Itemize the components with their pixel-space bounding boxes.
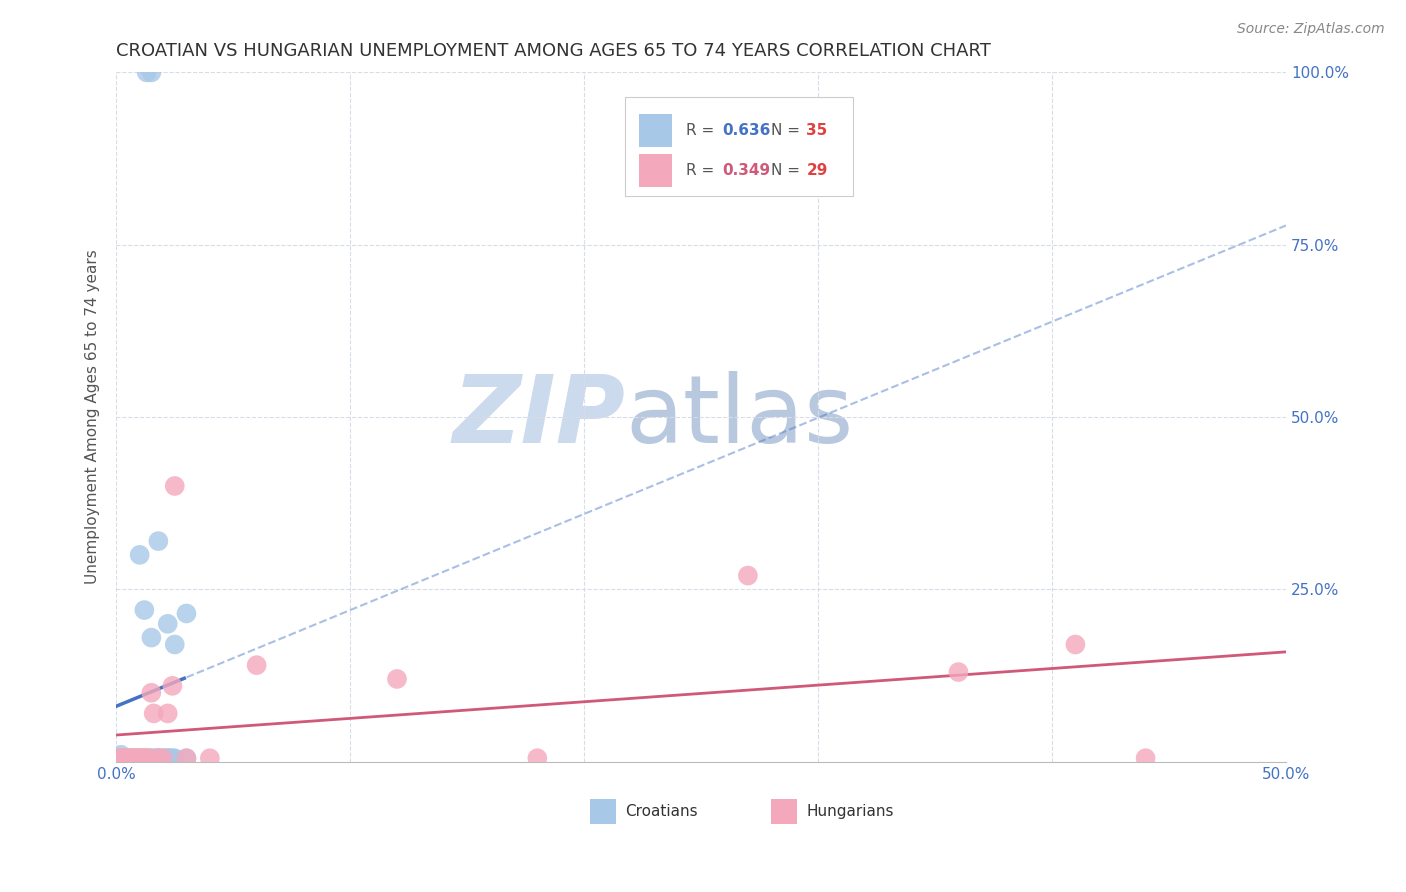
- Point: [149, 751, 172, 765]
- Point: [135, 751, 157, 765]
- Point: [127, 751, 149, 765]
- Text: 0.349: 0.349: [723, 163, 770, 178]
- Point: [145, 751, 167, 765]
- Point: [526, 751, 548, 765]
- Point: [127, 751, 149, 765]
- Point: [385, 672, 408, 686]
- Point: [1064, 638, 1087, 652]
- Text: CROATIAN VS HUNGARIAN UNEMPLOYMENT AMONG AGES 65 TO 74 YEARS CORRELATION CHART: CROATIAN VS HUNGARIAN UNEMPLOYMENT AMONG…: [117, 42, 991, 60]
- Point: [156, 751, 179, 765]
- Point: [156, 706, 179, 721]
- Point: [948, 665, 970, 679]
- Point: [114, 751, 136, 765]
- Point: [1135, 751, 1157, 765]
- Point: [176, 751, 198, 765]
- Y-axis label: Unemployment Among Ages 65 to 74 years: Unemployment Among Ages 65 to 74 years: [86, 250, 100, 584]
- Point: [141, 631, 163, 645]
- Text: 0.636: 0.636: [723, 123, 770, 138]
- Point: [163, 751, 186, 765]
- Text: 29: 29: [807, 163, 828, 178]
- Point: [155, 751, 177, 765]
- Point: [134, 603, 156, 617]
- Point: [141, 65, 163, 79]
- Point: [737, 568, 759, 582]
- Point: [163, 638, 186, 652]
- Point: [135, 751, 157, 765]
- Point: [163, 479, 186, 493]
- Point: [152, 751, 174, 765]
- Point: [135, 65, 157, 79]
- Point: [117, 751, 139, 765]
- Point: [246, 658, 269, 673]
- Text: R =: R =: [686, 163, 718, 178]
- Point: [142, 751, 165, 765]
- Point: [134, 751, 156, 765]
- Point: [198, 751, 221, 765]
- FancyBboxPatch shape: [640, 114, 672, 147]
- Point: [176, 607, 198, 621]
- Point: [131, 751, 153, 765]
- Point: [128, 751, 150, 765]
- Point: [114, 751, 136, 765]
- Point: [121, 751, 143, 765]
- Text: N =: N =: [772, 123, 806, 138]
- Point: [128, 751, 150, 765]
- Point: [121, 751, 143, 765]
- Point: [162, 751, 184, 765]
- Point: [110, 747, 132, 762]
- Point: [176, 751, 198, 765]
- FancyBboxPatch shape: [640, 153, 672, 186]
- Point: [107, 751, 129, 765]
- Point: [148, 534, 170, 549]
- Point: [148, 751, 170, 765]
- Text: 35: 35: [807, 123, 828, 138]
- Point: [142, 706, 165, 721]
- Point: [159, 751, 181, 765]
- Point: [148, 751, 170, 765]
- Point: [162, 679, 184, 693]
- Text: atlas: atlas: [626, 371, 853, 463]
- Point: [124, 751, 146, 765]
- Point: [152, 751, 174, 765]
- Text: Source: ZipAtlas.com: Source: ZipAtlas.com: [1237, 22, 1385, 37]
- Point: [156, 616, 179, 631]
- Point: [131, 751, 153, 765]
- Point: [117, 751, 139, 765]
- Point: [134, 751, 156, 765]
- Text: Hungarians: Hungarians: [807, 804, 894, 819]
- Point: [141, 751, 163, 765]
- Point: [156, 751, 179, 765]
- Point: [148, 751, 170, 765]
- FancyBboxPatch shape: [626, 96, 853, 196]
- Point: [124, 751, 146, 765]
- Point: [112, 751, 135, 765]
- Text: ZIP: ZIP: [453, 371, 626, 463]
- Point: [110, 751, 132, 765]
- Point: [138, 751, 160, 765]
- Point: [120, 751, 142, 765]
- Point: [107, 751, 129, 765]
- Point: [128, 548, 150, 562]
- Text: Croatians: Croatians: [626, 804, 697, 819]
- Text: N =: N =: [772, 163, 806, 178]
- Point: [141, 686, 163, 700]
- Text: R =: R =: [686, 123, 718, 138]
- Point: [138, 751, 160, 765]
- FancyBboxPatch shape: [591, 799, 616, 823]
- Point: [112, 751, 135, 765]
- FancyBboxPatch shape: [772, 799, 797, 823]
- Point: [120, 751, 142, 765]
